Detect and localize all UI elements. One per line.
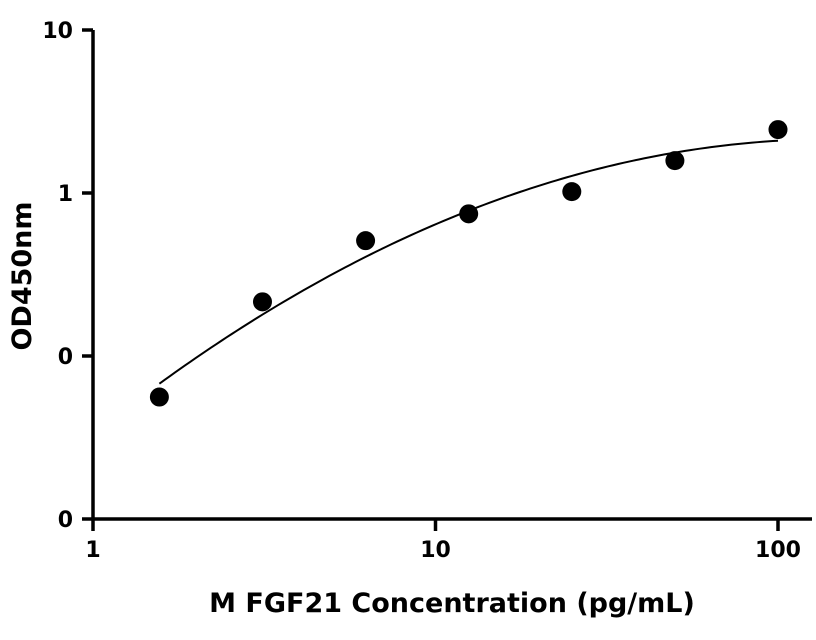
axes [91,30,812,521]
data-point [665,151,685,171]
y-tick-label: 0 [58,345,73,370]
y-tick-label: 0 [58,508,73,533]
data-point [252,292,272,312]
x-tick-label: 10 [420,538,451,563]
data-point [768,120,788,140]
data-point [149,387,169,407]
y-axis-title: OD450nm [7,201,38,350]
y-ticks: 0 0 1 10 [42,19,93,533]
y-tick-label: 1 [58,182,73,207]
x-axis-title: M FGF21 Concentration (pg/mL) [209,588,695,619]
x-ticks: 1 10 100 [85,519,801,563]
data-point [356,231,376,251]
y-tick-label: 10 [42,19,73,44]
x-tick-label: 100 [755,538,801,563]
data-point [562,182,582,202]
data-points-layer [149,120,788,407]
fit-curve-layer [158,139,779,385]
x-tick-label: 1 [85,538,100,563]
fit-curve [158,139,779,385]
data-point [459,204,479,224]
